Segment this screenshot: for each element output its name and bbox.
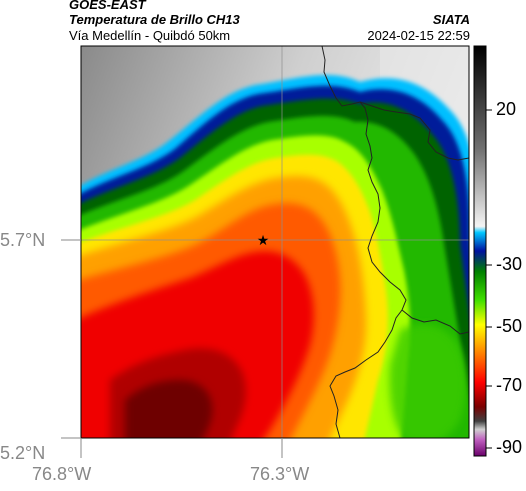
product-title: Temperatura de Brillo CH13 xyxy=(69,12,240,27)
colorbar-tick-label: -50 xyxy=(496,316,523,336)
colorbar xyxy=(473,45,487,457)
timestamp-label: 2024-02-15 22:59 xyxy=(367,28,470,43)
lon-tick-label: 76.3°W xyxy=(250,464,310,484)
colorbar-tick-label: 20 xyxy=(496,99,517,119)
colorbar-tick-label: -90 xyxy=(496,437,523,457)
satellite-title: GOES-EAST xyxy=(69,0,146,12)
lat-tick-label: 5.2°N xyxy=(0,443,46,463)
lon-tick-label: 76.8°W xyxy=(32,464,92,484)
lat-tick-label: 5.7°N xyxy=(0,230,46,250)
agency-label: SIATA xyxy=(432,12,470,27)
colorbar-tick-label: -70 xyxy=(496,375,523,395)
star-marker: ★ xyxy=(257,233,270,249)
region-subtitle: Vía Medellín - Quibdó 50km xyxy=(69,28,231,43)
plot-frame xyxy=(80,45,470,439)
colorbar-tick-label: -30 xyxy=(496,254,523,274)
brightness-field xyxy=(81,46,469,438)
